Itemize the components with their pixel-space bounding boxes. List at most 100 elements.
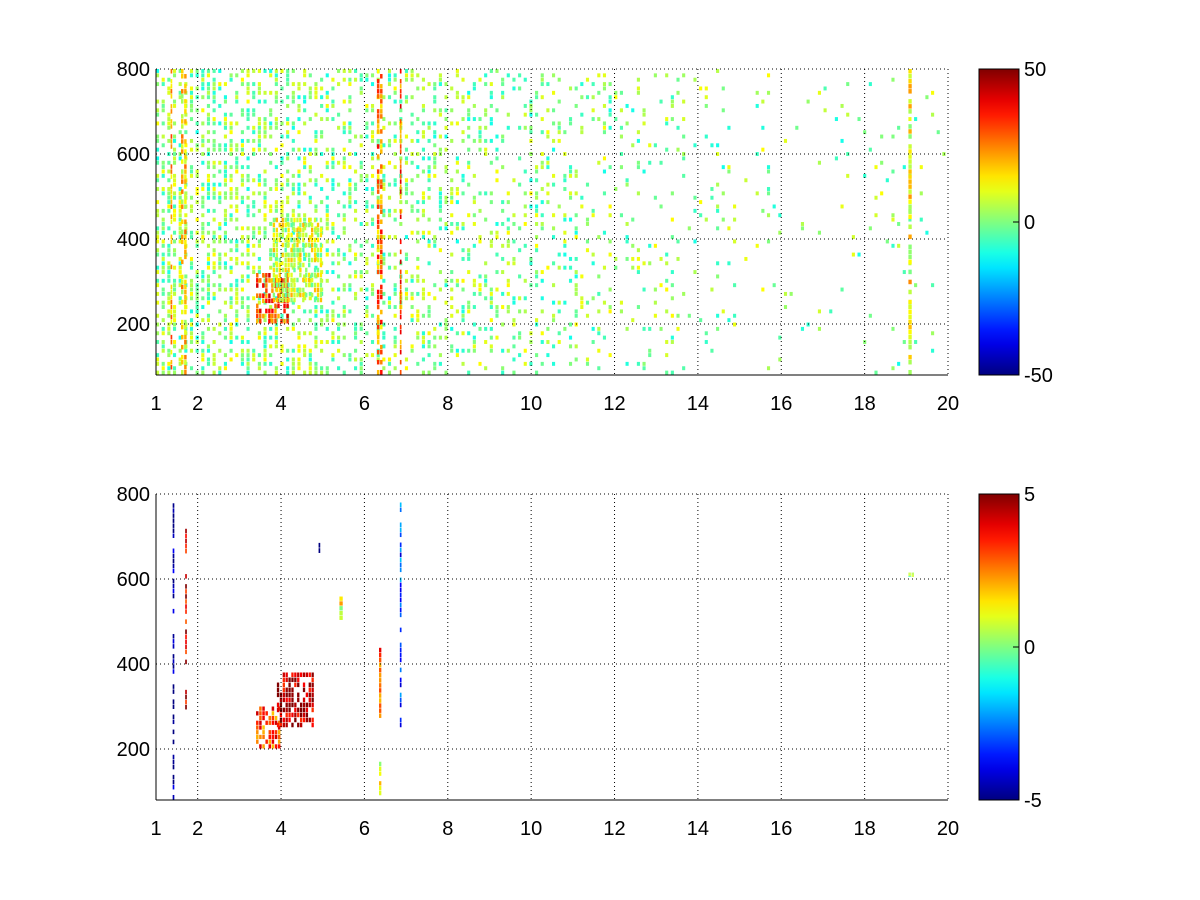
heatmap-cell [156,173,160,178]
heatmap-cell [489,348,493,353]
heatmap-cell [299,717,303,723]
heatmap-cell [161,77,165,82]
heatmap-cell [235,156,239,161]
heatmap-cell [512,77,516,82]
heatmap-cell [455,90,459,95]
heatmap-cell [274,335,278,340]
heatmap-cell [274,73,278,78]
heatmap-cell [376,329,380,335]
heatmap-cell [161,287,165,292]
heatmap-cell [908,129,912,134]
heatmap-cell [455,156,459,161]
heatmap-cell [399,642,402,648]
heatmap-cell [665,73,669,78]
heatmap-cell [851,235,855,240]
heatmap-cell [178,156,182,161]
heatmap-cell [297,235,301,240]
heatmap-cell [399,184,402,189]
heatmap-cell [523,112,527,117]
heatmap-cell [450,296,454,301]
heatmap-cell [229,191,233,196]
heatmap-cell [642,261,646,266]
heatmap-cell [287,257,290,263]
heatmap-cell [766,169,771,174]
heatmap-cell [257,90,261,95]
heatmap-cell [302,682,306,688]
heatmap-cell [563,239,567,244]
heatmap-cell [189,335,194,340]
heatmap-cell [276,702,280,708]
heatmap-cell [263,331,267,336]
heatmap-cell [489,344,493,349]
heatmap-cell [433,108,437,113]
heatmap-cell [172,759,175,765]
heatmap-cell [290,297,293,303]
heatmap-cell [376,124,380,129]
heatmap-cell [223,361,227,366]
heatmap-cell [337,252,341,257]
heatmap-cell [421,213,425,218]
heatmap-cell [313,252,317,258]
heatmap-cell [286,313,289,319]
heatmap-cell [427,125,431,130]
heatmap-cell [744,256,748,261]
heatmap-cell [563,178,567,183]
heatmap-cell [427,243,431,248]
heatmap-cell [444,278,448,283]
heatmap-cell [676,326,680,331]
heatmap-cell [619,309,623,314]
heatmap-cell [269,353,273,358]
heatmap-cell [259,293,262,298]
heatmap-cell [331,99,335,104]
heatmap-cell [670,296,674,301]
heatmap-cell [716,261,720,266]
heatmap-cell [382,331,386,336]
heatmap-cell [319,217,323,223]
heatmap-cell [704,134,708,139]
heatmap-cell [585,300,590,305]
heatmap-cell [274,283,277,288]
heatmap-cell [178,300,182,305]
heatmap-cell [259,706,262,711]
heatmap-cell [387,300,392,305]
heatmap-cell [427,195,431,200]
heatmap-cell [252,226,256,231]
heatmap-cell [272,272,276,278]
heatmap-cell [172,739,175,745]
heatmap-cell [670,335,674,340]
heatmap-cell [184,149,187,154]
heatmap-cell [195,313,199,318]
heatmap-cell [184,84,187,89]
heatmap-cell [421,287,425,292]
heatmap-cell [181,334,184,340]
heatmap-cell [299,232,302,238]
heatmap-cell [246,117,250,122]
heatmap-cell [399,119,402,124]
heatmap-cell [316,292,320,298]
heatmap-cell [269,361,273,366]
heatmap-cell [489,82,493,87]
heatmap-cell [195,335,199,340]
heatmap-cell [682,173,686,178]
heatmap-cell [310,277,314,283]
heatmap-cell [546,108,550,113]
heatmap-cell [365,208,369,213]
heatmap-cell [380,89,383,94]
heatmap-cell [271,283,274,288]
colorbar-tick-label: -5 [1024,790,1042,812]
heatmap-cell [212,357,216,362]
heatmap-cell [305,672,309,678]
heatmap-cell [263,361,267,366]
heatmap-cell [252,152,256,156]
heatmap-cell [455,309,459,314]
heatmap-cell [631,318,635,323]
heatmap-cell [181,134,184,139]
heatmap-cell [286,73,290,78]
heatmap-cell [602,300,607,305]
heatmap-cell [257,361,261,366]
heatmap-cell [256,725,259,730]
heatmap-cell [495,270,499,275]
heatmap-cell [314,152,318,156]
heatmap-cell [885,178,889,183]
heatmap-cell [670,340,674,344]
